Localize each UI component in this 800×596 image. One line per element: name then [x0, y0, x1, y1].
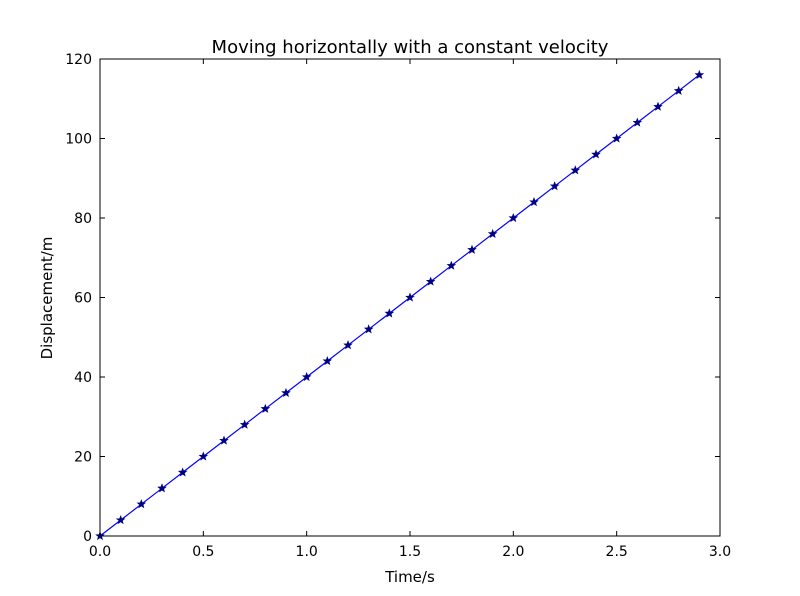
data-point: [467, 244, 477, 254]
data-point: [239, 419, 250, 429]
x-tick-label: 1.5: [399, 544, 421, 560]
data-point: [632, 117, 643, 127]
chart-title: Moving horizontally with a constant velo…: [212, 37, 609, 58]
data-point: [487, 228, 498, 238]
y-tick-label: 0: [83, 529, 92, 545]
x-tick-label: 3.0: [709, 544, 731, 560]
x-tick-label: 0.0: [89, 544, 111, 560]
data-point: [570, 165, 581, 175]
y-tick-label: 60: [74, 291, 92, 307]
data-point: [673, 85, 684, 95]
data-point: [219, 435, 229, 445]
data-point: [177, 467, 188, 477]
data-point: [260, 403, 271, 413]
data-point: [694, 69, 705, 79]
data-point: [343, 340, 353, 350]
x-tick-label: 0.5: [192, 544, 214, 560]
data-point: [549, 181, 560, 191]
data-point: [529, 197, 539, 207]
data-point: [115, 515, 126, 525]
data-point: [301, 371, 312, 382]
data-point: [591, 149, 601, 159]
y-axis: 0 20 40 60 80 100 120: [65, 52, 720, 545]
data-point: [322, 356, 333, 366]
y-tick-label: 100: [65, 132, 92, 148]
plot-area: [95, 69, 705, 541]
data-point: [136, 499, 147, 509]
y-axis-label: Displacement/m: [38, 237, 56, 360]
data-point: [157, 483, 167, 493]
x-axis: 0.0 0.5 1.0 1.5 2.0 2.5 3.0: [89, 59, 731, 560]
x-axis-label: Time/s: [384, 568, 435, 586]
y-tick-label: 40: [74, 370, 92, 386]
data-point: [363, 324, 374, 334]
data-point: [508, 212, 519, 223]
data-point: [425, 276, 436, 286]
data-point: [384, 308, 395, 318]
y-tick-label: 120: [65, 52, 92, 68]
x-tick-label: 2.5: [606, 544, 628, 560]
data-point: [198, 451, 209, 461]
x-tick-label: 2.0: [502, 544, 524, 560]
data-point: [611, 133, 622, 143]
data-point: [281, 387, 291, 397]
series-line: [99, 74, 700, 537]
data-point: [653, 101, 663, 111]
y-tick-label: 20: [74, 450, 92, 466]
y-tick-label: 80: [74, 211, 92, 227]
x-tick-label: 1.0: [296, 544, 318, 560]
data-point: [405, 292, 415, 302]
data-point: [446, 260, 457, 270]
